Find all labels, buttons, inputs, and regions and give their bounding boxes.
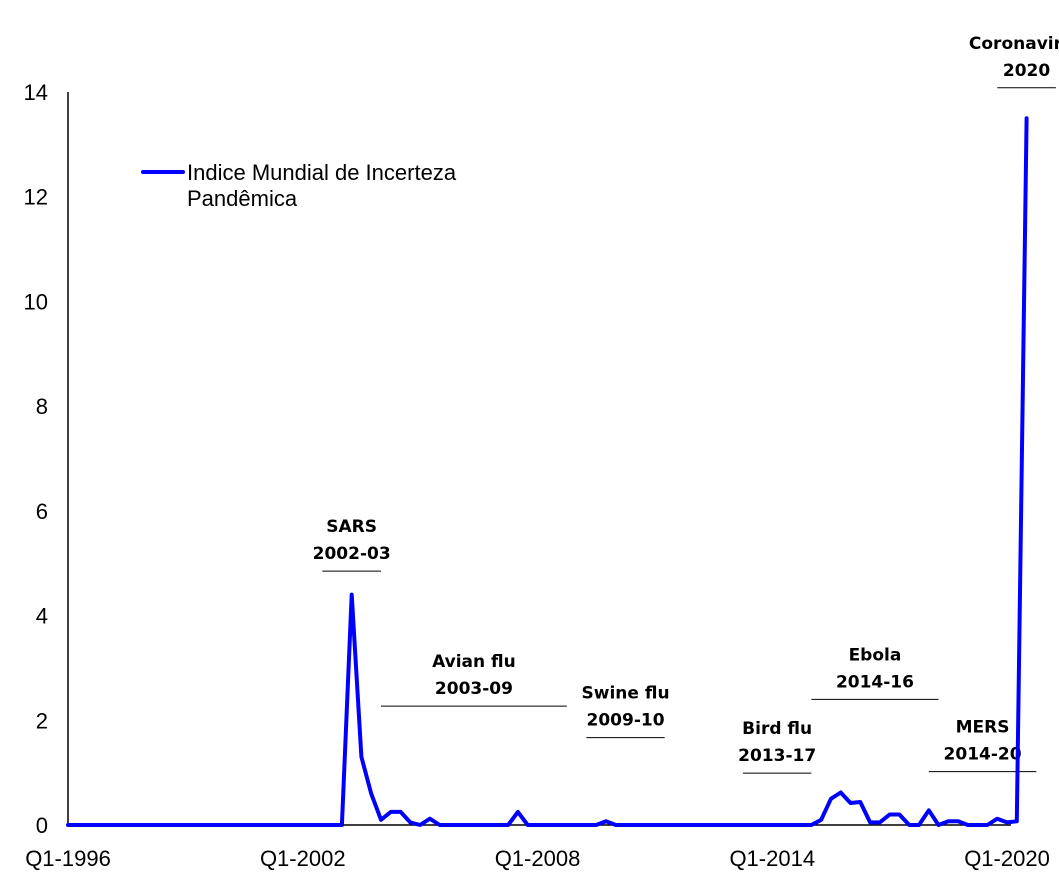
y-tick-label: 14 xyxy=(24,80,48,105)
annotation-label: Avian flu xyxy=(432,652,516,672)
legend-label: Indice Mundial de Incerteza Pandêmica xyxy=(187,160,457,211)
legend: Indice Mundial de Incerteza Pandêmica xyxy=(141,160,457,211)
annotation-label: 2020 xyxy=(1003,61,1050,81)
annotation: Ebola 2014-16 xyxy=(811,645,939,700)
x-tick-label: Q1-2014 xyxy=(729,846,815,871)
y-tick-label: 8 xyxy=(36,394,48,419)
series-line xyxy=(66,116,1029,827)
x-tick-label: Q1-2008 xyxy=(495,846,581,871)
annotation-label: Swine flu xyxy=(582,684,670,704)
y-axis: 0 2 4 6 8 10 12 14 xyxy=(24,80,69,838)
x-tick-label: Q1-2020 xyxy=(964,846,1050,871)
annotation: Swine flu 2009-10 xyxy=(582,684,670,739)
annotation-label: MERS xyxy=(956,718,1010,738)
annotation-label: SARS xyxy=(326,517,377,537)
x-axis: Q1-1996 Q1-2002 Q1-2008 Q1-2014 Q1-2020 xyxy=(25,824,1050,871)
annotation: Coronavirus 2020 xyxy=(969,34,1059,89)
annotation-label: 2014-16 xyxy=(836,672,914,692)
pandemic-annotations: SARS 2002-03 Avian flu 2003-09 Swine flu 2009… xyxy=(313,34,1059,774)
series-lines xyxy=(66,116,1029,827)
annotation: MERS 2014-20 xyxy=(928,718,1037,773)
y-tick-label: 10 xyxy=(24,289,48,314)
annotation: Avian flu 2003-09 xyxy=(381,652,567,707)
annotation-label: 2014-20 xyxy=(944,745,1022,765)
y-tick-label: 4 xyxy=(36,604,48,629)
annotation-label: 2003-09 xyxy=(435,679,513,699)
annotation-label: Bird flu xyxy=(742,719,812,739)
annotation-label: 2002-03 xyxy=(313,544,391,564)
y-tick-label: 2 xyxy=(36,708,48,733)
y-tick-label: 6 xyxy=(36,499,48,524)
x-tick-label: Q1-2002 xyxy=(260,846,346,871)
annotation-label: 2009-10 xyxy=(587,711,665,731)
y-tick-label: 0 xyxy=(36,813,48,838)
x-tick-label: Q1-1996 xyxy=(25,846,111,871)
annotation-label: Ebola xyxy=(849,645,902,665)
annotation: SARS 2002-03 xyxy=(313,517,391,572)
y-tick-label: 12 xyxy=(24,185,48,210)
annotation-label: 2013-17 xyxy=(738,746,816,766)
annotation: Bird flu 2013-17 xyxy=(738,719,816,774)
annotation-label: Coronavirus xyxy=(969,34,1059,54)
